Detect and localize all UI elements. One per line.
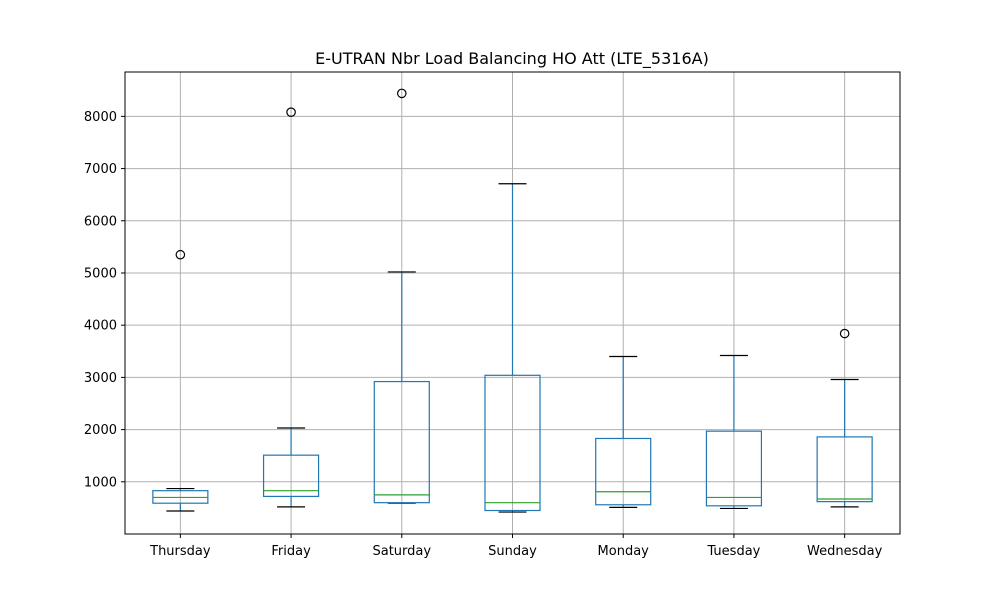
x-tick-label: Tuesday: [706, 544, 760, 559]
box-friday: [262, 107, 320, 508]
box-sunday: [484, 183, 541, 513]
x-tick-label: Monday: [598, 544, 650, 559]
boxes: [152, 88, 873, 513]
y-tick-label: 5000: [84, 266, 117, 281]
x-axis: Thursday Friday Saturday Sunday Monday Tuesda…: [149, 534, 883, 559]
x-tick-label: Wednesday: [807, 544, 883, 559]
box-thursday: [152, 249, 209, 512]
y-tick-label: 7000: [84, 162, 117, 177]
x-tick-label: Saturday: [372, 544, 431, 559]
x-tick-label: Sunday: [488, 544, 537, 559]
outlier-point: [175, 249, 186, 260]
y-tick-label: 8000: [84, 110, 117, 125]
y-tick-label: 1000: [84, 475, 117, 490]
outlier-point: [286, 107, 296, 117]
box-wednesday: [816, 328, 873, 508]
outlier-point: [839, 328, 850, 339]
y-axis: 1000 2000 3000 4000 5000 6000 7000 8000: [84, 110, 125, 490]
y-tick-label: 3000: [84, 371, 117, 386]
box-tuesday: [705, 354, 763, 510]
iqr-box: [373, 380, 430, 504]
box-monday: [595, 355, 652, 508]
outlier-point: [396, 88, 407, 99]
axes-frame: [124, 71, 901, 535]
iqr-box: [816, 436, 873, 503]
y-tick-label: 4000: [84, 319, 117, 334]
iqr-box: [484, 374, 541, 512]
y-tick-label: 6000: [84, 214, 117, 229]
x-tick-label: Friday: [271, 544, 311, 559]
chart-title: E-UTRAN Nbr Load Balancing HO Att (LTE_5…: [315, 49, 709, 69]
box-saturday: [373, 88, 430, 504]
iqr-box: [705, 430, 763, 507]
iqr-box: [262, 454, 320, 498]
y-tick-label: 2000: [84, 423, 117, 438]
x-tick-label: Thursday: [149, 544, 211, 559]
iqr-box: [595, 437, 652, 506]
